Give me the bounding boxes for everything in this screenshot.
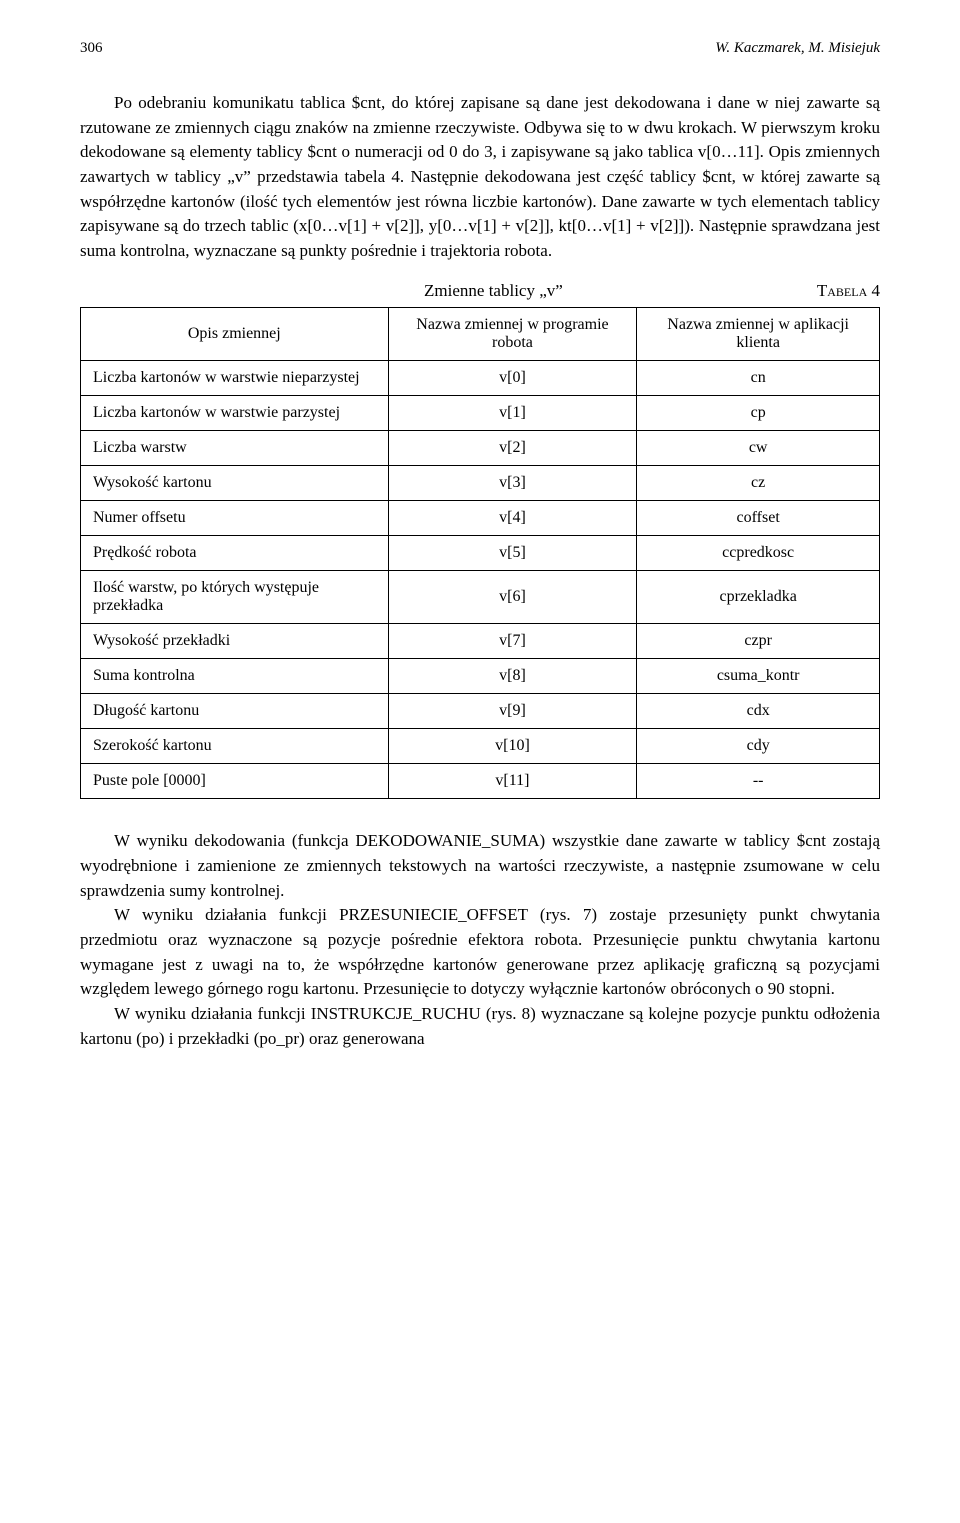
table-cell-client: cdx — [637, 694, 880, 729]
table-cell-client: csuma_kontr — [637, 659, 880, 694]
table-cell-client: cw — [637, 431, 880, 466]
table-caption-row: Zmienne tablicy „v” Tabela 4 — [80, 281, 880, 301]
table-cell-client: czpr — [637, 624, 880, 659]
table-cell-client: cp — [637, 396, 880, 431]
table-cell-desc: Liczba kartonów w warstwie nieparzystej — [81, 361, 389, 396]
table-cell-robot: v[7] — [388, 624, 637, 659]
table-row: Liczba warstwv[2]cw — [81, 431, 880, 466]
table-label: Tabela 4 — [817, 281, 880, 301]
table-row: Liczba kartonów w warstwie nieparzystejv… — [81, 361, 880, 396]
table-cell-desc: Wysokość przekładki — [81, 624, 389, 659]
table-cell-client: coffset — [637, 501, 880, 536]
table-cell-robot: v[6] — [388, 571, 637, 624]
table-cell-client: ccpredkosc — [637, 536, 880, 571]
page-header: 306 W. Kaczmarek, M. Misiejuk — [80, 40, 880, 57]
table-cell-desc: Długość kartonu — [81, 694, 389, 729]
table-col-1: Opis zmiennej — [81, 308, 389, 361]
table-row: Szerokość kartonuv[10]cdy — [81, 729, 880, 764]
table-cell-client: -- — [637, 764, 880, 799]
table-cell-robot: v[3] — [388, 466, 637, 501]
table-col-3: Nazwa zmiennej w aplikacji klienta — [637, 308, 880, 361]
table-cell-desc: Liczba warstw — [81, 431, 389, 466]
table-cell-client: cz — [637, 466, 880, 501]
table-cell-desc: Ilość warstw, po których występuje przek… — [81, 571, 389, 624]
table-row: Puste pole [0000]v[11]-- — [81, 764, 880, 799]
table-col-2: Nazwa zmiennej w programie robota — [388, 308, 637, 361]
table-row: Suma kontrolnav[8]csuma_kontr — [81, 659, 880, 694]
table-cell-robot: v[1] — [388, 396, 637, 431]
table-row: Wysokość przekładkiv[7]czpr — [81, 624, 880, 659]
table-cell-desc: Puste pole [0000] — [81, 764, 389, 799]
table-row: Ilość warstw, po których występuje przek… — [81, 571, 880, 624]
header-authors: W. Kaczmarek, M. Misiejuk — [715, 40, 880, 57]
table-cell-robot: v[9] — [388, 694, 637, 729]
page-number: 306 — [80, 40, 103, 57]
table-cell-robot: v[11] — [388, 764, 637, 799]
table-cell-robot: v[4] — [388, 501, 637, 536]
table-row: Prędkość robotav[5]ccpredkosc — [81, 536, 880, 571]
table-caption: Zmienne tablicy „v” — [170, 281, 817, 301]
paragraph-4: W wyniku działania funkcji INSTRUKCJE_RU… — [80, 1002, 880, 1051]
table-cell-client: cdy — [637, 729, 880, 764]
table-row: Wysokość kartonuv[3]cz — [81, 466, 880, 501]
paragraph-3: W wyniku działania funkcji PRZESUNIECIE_… — [80, 903, 880, 1002]
table-cell-client: cn — [637, 361, 880, 396]
table-cell-desc: Suma kontrolna — [81, 659, 389, 694]
table-row: Długość kartonuv[9]cdx — [81, 694, 880, 729]
variables-table: Opis zmiennej Nazwa zmiennej w programie… — [80, 307, 880, 799]
paragraph-2: W wyniku dekodowania (funkcja DEKODOWANI… — [80, 829, 880, 903]
table-cell-desc: Numer offsetu — [81, 501, 389, 536]
table-header-row: Opis zmiennej Nazwa zmiennej w programie… — [81, 308, 880, 361]
table-cell-desc: Liczba kartonów w warstwie parzystej — [81, 396, 389, 431]
table-cell-robot: v[10] — [388, 729, 637, 764]
table-cell-desc: Prędkość robota — [81, 536, 389, 571]
table-cell-robot: v[2] — [388, 431, 637, 466]
table-cell-robot: v[0] — [388, 361, 637, 396]
table-cell-desc: Wysokość kartonu — [81, 466, 389, 501]
table-cell-robot: v[8] — [388, 659, 637, 694]
table-cell-robot: v[5] — [388, 536, 637, 571]
table-cell-desc: Szerokość kartonu — [81, 729, 389, 764]
table-row: Numer offsetuv[4]coffset — [81, 501, 880, 536]
table-row: Liczba kartonów w warstwie parzystejv[1]… — [81, 396, 880, 431]
table-cell-client: cprzekladka — [637, 571, 880, 624]
paragraph-1: Po odebraniu komunikatu tablica $cnt, do… — [80, 91, 880, 263]
